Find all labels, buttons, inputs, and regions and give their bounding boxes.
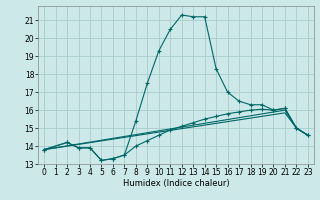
X-axis label: Humidex (Indice chaleur): Humidex (Indice chaleur) xyxy=(123,179,229,188)
